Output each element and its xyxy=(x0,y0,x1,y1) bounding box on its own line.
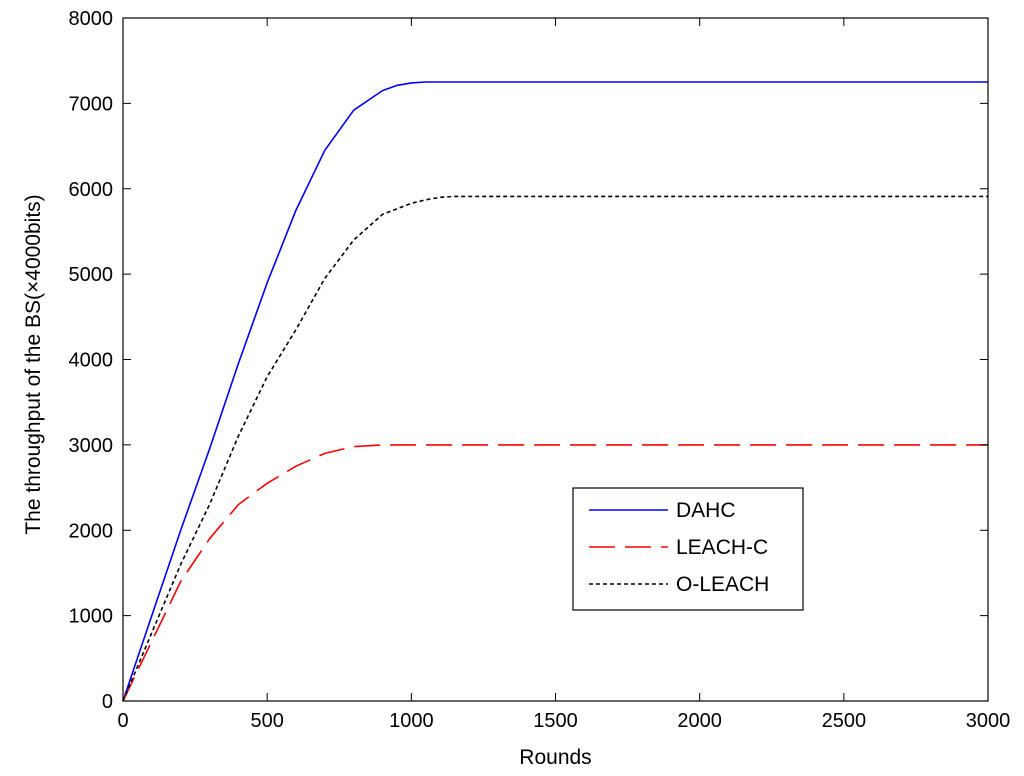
x-tick-label: 2000 xyxy=(677,710,722,732)
y-tick-label: 4000 xyxy=(69,350,114,372)
series-layer xyxy=(122,81,988,702)
legend-box xyxy=(572,487,804,611)
y-tick-label: 2000 xyxy=(69,520,114,542)
x-tick-label: 2500 xyxy=(822,710,867,732)
x-tick-label: 1500 xyxy=(533,710,578,732)
ticks-layer: 0 500 1000 1500 2000 2500 3000 0 1000 2000 3000 400… xyxy=(69,8,1011,732)
x-tick-label: 1000 xyxy=(389,710,434,732)
x-tick-label: 3000 xyxy=(966,710,1011,732)
y-tick-label: 0 xyxy=(102,691,113,713)
x-tick-label: 500 xyxy=(250,710,283,732)
y-tick-label: 3000 xyxy=(69,435,114,457)
y-tick-label: 5000 xyxy=(69,264,114,286)
y-tick-label: 6000 xyxy=(69,179,114,201)
legend-label-leach-c: LEACH-C xyxy=(676,536,768,559)
x-tick-label: 0 xyxy=(117,710,128,732)
legend-label-dahc: DAHC xyxy=(676,499,736,522)
y-tick-label: 7000 xyxy=(69,93,114,115)
x-axis-label: Rounds xyxy=(519,746,591,769)
legend-label-o-leach: O-LEACH xyxy=(676,573,769,596)
y-axis-label: The throughput of the BS(×4000bits) xyxy=(22,194,45,534)
y-tick-label: 8000 xyxy=(69,8,114,30)
series-line-o-leach xyxy=(122,195,988,702)
series-line-leach-c xyxy=(122,444,988,702)
series-line-dahc xyxy=(122,81,988,702)
y-tick-label: 1000 xyxy=(69,606,114,628)
legend: DAHC LEACH-C O-LEACH xyxy=(572,487,804,611)
